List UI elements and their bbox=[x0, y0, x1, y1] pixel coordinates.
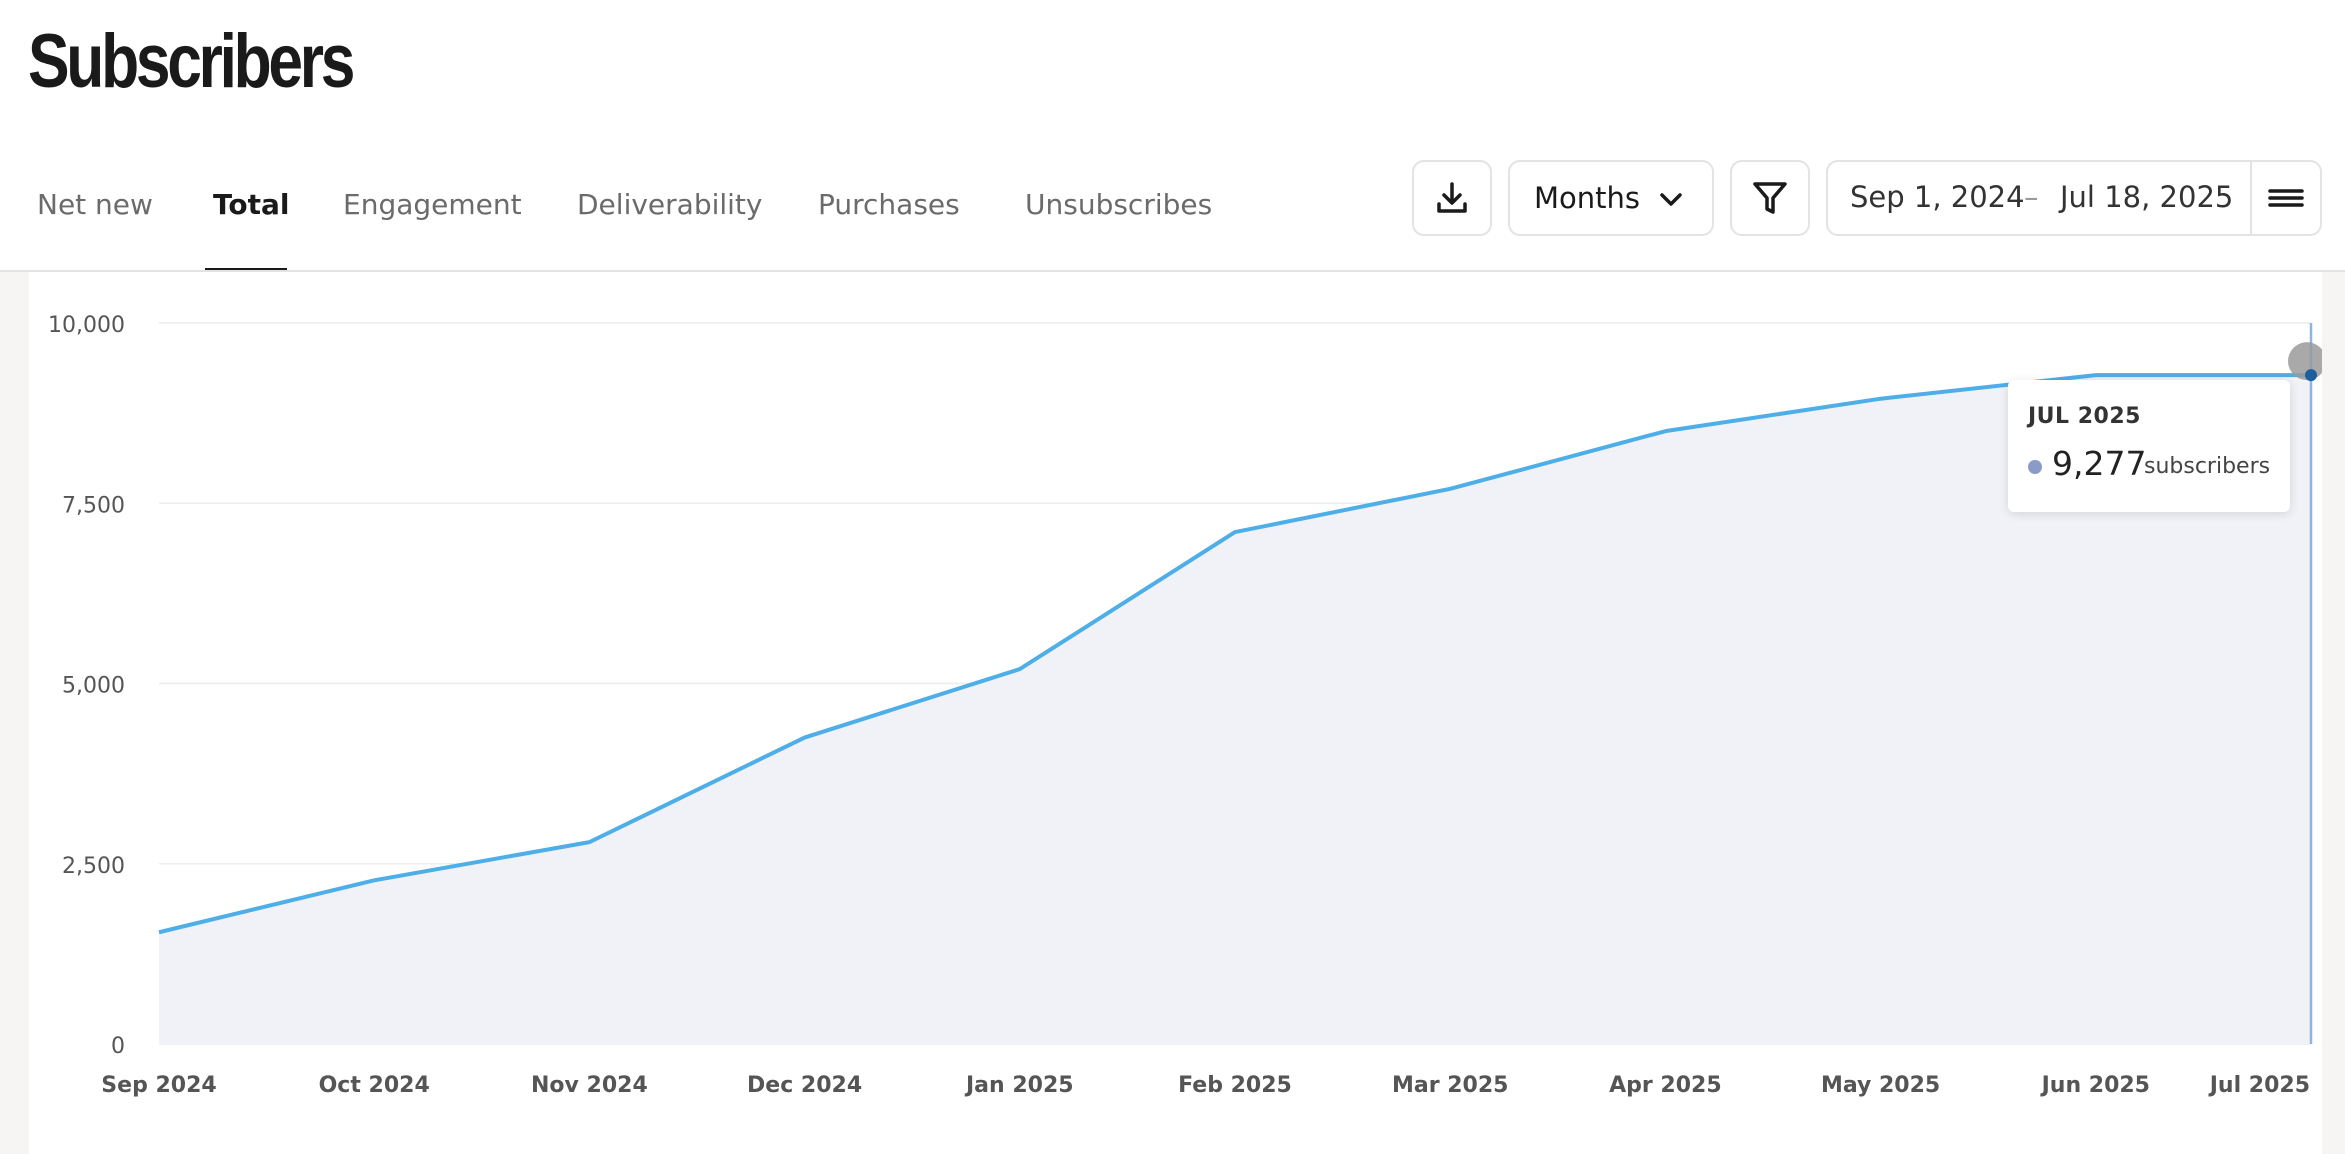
tab-deliverability[interactable]: Deliverability bbox=[577, 188, 763, 221]
page-title: Subscribers bbox=[28, 19, 355, 104]
x-tick-label: Nov 2024 bbox=[531, 1073, 648, 1098]
date-range-separator: – bbox=[2024, 180, 2039, 214]
date-range-picker[interactable]: Sep 1, 2024 – Jul 18, 2025 bbox=[1826, 160, 2322, 236]
download-button[interactable] bbox=[1412, 160, 1492, 236]
date-end[interactable]: Jul 18, 2025 bbox=[2060, 180, 2234, 214]
tab-unsubscribes[interactable]: Unsubscribes bbox=[1025, 188, 1213, 221]
y-tick-label: 7,500 bbox=[62, 493, 125, 518]
granularity-select[interactable]: Months bbox=[1508, 160, 1714, 236]
range-divider bbox=[2250, 162, 2252, 234]
x-tick-label: Jun 2025 bbox=[2040, 1073, 2150, 1098]
x-tick-label: Jan 2025 bbox=[964, 1073, 1074, 1098]
chart-tooltip: JUL 2025 9,277 subscribers bbox=[2008, 380, 2290, 512]
tab-engagement[interactable]: Engagement bbox=[343, 188, 522, 221]
left-gutter bbox=[0, 272, 29, 1154]
subscribers-chart: 0 2,500 5,000 7,500 10,000 Sep 2024 Oct 2024 No… bbox=[48, 313, 2322, 1098]
x-tick-label: Jul 2025 bbox=[2208, 1073, 2310, 1098]
filter-button[interactable] bbox=[1730, 160, 1810, 236]
filter-icon bbox=[1753, 182, 1787, 214]
tab-total[interactable]: Total bbox=[213, 188, 290, 221]
y-tick-label: 10,000 bbox=[48, 313, 125, 338]
x-tick-label: May 2025 bbox=[1821, 1073, 1940, 1098]
hamburger-menu-icon bbox=[2268, 189, 2304, 207]
x-tick-label: Sep 2024 bbox=[101, 1073, 216, 1098]
header-divider bbox=[0, 270, 2345, 272]
x-tick-label: Dec 2024 bbox=[747, 1073, 862, 1098]
series-line bbox=[158, 373, 2311, 935]
x-tick-label: Apr 2025 bbox=[1609, 1073, 1722, 1098]
tooltip-title: JUL 2025 bbox=[2028, 404, 2141, 429]
granularity-label: Months bbox=[1534, 181, 1641, 215]
y-tick-label: 2,500 bbox=[62, 854, 125, 879]
y-tick-label: 5,000 bbox=[62, 674, 125, 699]
x-tick-label: Feb 2025 bbox=[1178, 1073, 1292, 1098]
x-tick-label: Mar 2025 bbox=[1392, 1073, 1508, 1098]
date-start[interactable]: Sep 1, 2024 bbox=[1850, 180, 2025, 214]
right-gutter bbox=[2322, 272, 2345, 1154]
tab-purchases[interactable]: Purchases bbox=[818, 188, 960, 221]
download-icon bbox=[1437, 182, 1467, 213]
tooltip-series-dot bbox=[2028, 460, 2042, 474]
tooltip-value: 9,277 bbox=[2052, 444, 2147, 483]
tooltip-unit: subscribers bbox=[2144, 454, 2271, 479]
tab-net-new[interactable]: Net new bbox=[37, 188, 153, 221]
highlighted-point bbox=[2305, 369, 2317, 382]
active-tab-indicator bbox=[205, 268, 287, 271]
menu-button[interactable] bbox=[2252, 162, 2320, 234]
series-area bbox=[159, 375, 2311, 1044]
x-tick-label: Oct 2024 bbox=[319, 1073, 430, 1098]
chevron-down-icon bbox=[1660, 193, 1682, 206]
y-tick-label: 0 bbox=[111, 1034, 125, 1059]
